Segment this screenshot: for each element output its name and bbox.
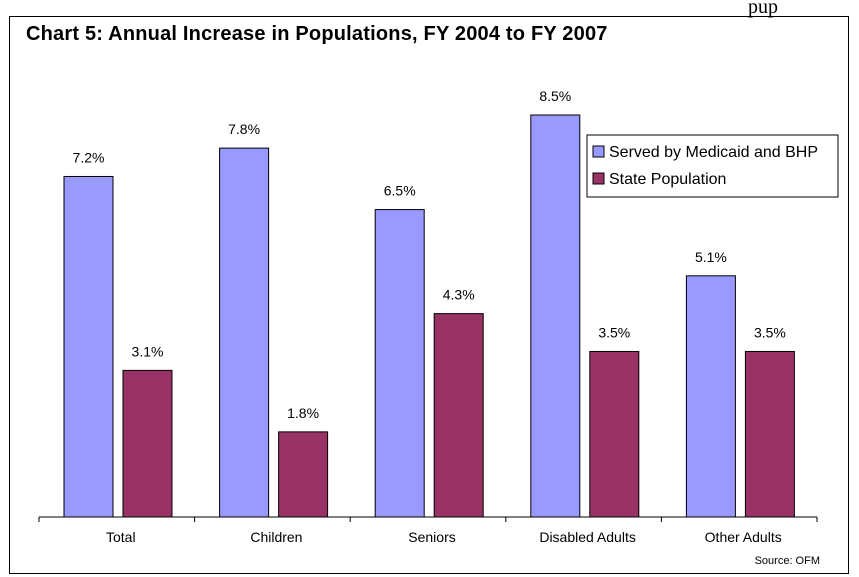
- chart-title: Chart 5: Annual Increase in Populations,…: [26, 23, 608, 45]
- bar-state-population-0: [122, 369, 173, 518]
- x-tick-label-2: Seniors: [408, 529, 455, 545]
- bar-medicaid-bhp-1: [219, 147, 270, 518]
- data-label-state-population-0: 3.1%: [132, 343, 164, 359]
- data-label-medicaid-bhp-4: 5.1%: [695, 249, 727, 265]
- legend-box: [586, 134, 839, 198]
- legend-label-state-population: State Population: [609, 171, 726, 188]
- source-note: Source: OFM: [755, 555, 820, 567]
- x-tick-label-1: Children: [250, 529, 302, 545]
- bar-medicaid-bhp-0: [63, 175, 114, 518]
- bar-state-population-4: [744, 350, 795, 518]
- data-label-medicaid-bhp-3: 8.5%: [539, 88, 571, 104]
- legend-swatch-medicaid-bhp: [592, 145, 605, 158]
- legend-swatch-state-population: [592, 172, 605, 185]
- data-label-medicaid-bhp-0: 7.2%: [73, 149, 105, 165]
- data-label-state-population-3: 3.5%: [598, 324, 630, 340]
- bar-medicaid-bhp-3: [530, 114, 581, 518]
- x-tick-label-0: Total: [106, 529, 136, 545]
- data-label-state-population-4: 3.5%: [754, 324, 786, 340]
- legend-label-medicaid-bhp: Served by Medicaid and BHP: [609, 144, 818, 161]
- data-label-medicaid-bhp-1: 7.8%: [228, 121, 260, 137]
- bar-medicaid-bhp-2: [374, 209, 425, 518]
- x-tick-label-3: Disabled Adults: [539, 529, 636, 545]
- page-text-fragment: pup: [748, 0, 778, 18]
- x-tick-label-4: Other Adults: [705, 529, 782, 545]
- bar-medicaid-bhp-4: [685, 275, 736, 518]
- bar-state-population-2: [433, 313, 484, 518]
- bar-state-population-3: [589, 350, 640, 518]
- data-label-state-population-2: 4.3%: [443, 287, 475, 303]
- bar-state-population-1: [278, 431, 329, 518]
- data-label-state-population-1: 1.8%: [287, 405, 319, 421]
- data-label-medicaid-bhp-2: 6.5%: [384, 183, 416, 199]
